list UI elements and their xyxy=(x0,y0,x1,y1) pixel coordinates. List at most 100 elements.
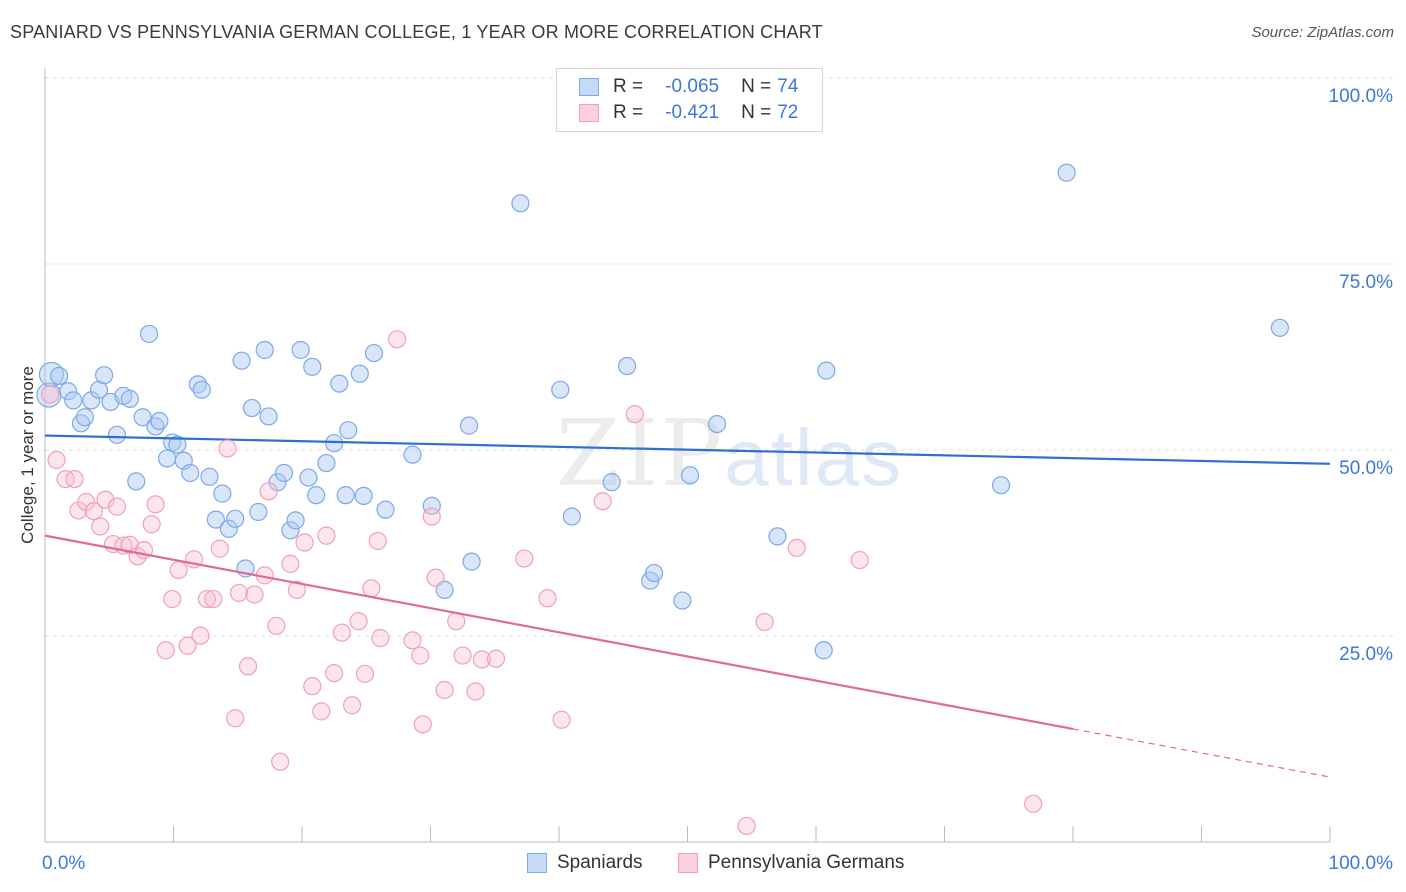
pennsylvania-germans-point xyxy=(91,517,110,536)
spaniards-point xyxy=(206,510,226,529)
spaniards-point xyxy=(307,486,326,505)
pennsylvania-germans-point xyxy=(229,583,249,603)
pennsylvania-germans-point xyxy=(362,579,381,598)
legend-swatch-pennsylvania-germans xyxy=(579,104,599,122)
pennsylvania-germans-point xyxy=(387,330,407,349)
pennsylvania-germans-point xyxy=(593,492,612,511)
spaniards-point xyxy=(299,468,318,487)
pennsylvania-germans-point xyxy=(238,657,258,676)
pennsylvania-germans-point xyxy=(295,533,314,552)
spaniards-point xyxy=(511,194,530,213)
spaniards-point xyxy=(562,507,581,526)
spaniards-point xyxy=(232,351,251,370)
pennsylvania-germans-point xyxy=(218,439,237,458)
spaniards-point xyxy=(192,380,211,399)
spaniards-point xyxy=(249,502,268,522)
legend-swatch-spaniards xyxy=(527,853,547,873)
pennsylvania-germans-point xyxy=(287,580,306,599)
pennsylvania-germans-point xyxy=(368,531,387,551)
spaniards-point xyxy=(817,361,836,380)
pennsylvania-germans-point xyxy=(349,612,368,631)
x-tick-label: 0.0% xyxy=(42,853,85,874)
pennsylvania-germans-point xyxy=(317,526,336,545)
pennsylvania-germans-point xyxy=(65,470,84,489)
spaniards-point xyxy=(673,591,692,610)
spaniards-point xyxy=(255,340,274,360)
pennsylvania-germans-point xyxy=(472,650,491,669)
spaniards-point xyxy=(291,340,310,360)
chart-title: SPANIARD VS PENNSYLVANIA GERMAN COLLEGE,… xyxy=(10,22,823,42)
spaniards-point xyxy=(303,357,322,376)
spaniards-point xyxy=(59,382,78,401)
legend-item-pennsylvania-germans: Pennsylvania Germans xyxy=(678,852,904,874)
spaniards-point xyxy=(317,453,336,473)
spaniards-point xyxy=(336,486,355,505)
pennsylvania-germans-point xyxy=(1024,794,1043,813)
pennsylvania-germans-point xyxy=(281,554,300,574)
spaniards-point xyxy=(219,519,238,538)
pennsylvania-germans-trend-extension xyxy=(1072,728,1331,778)
pennsylvania-germans-point xyxy=(486,649,506,668)
y-tick-label: 75.0% xyxy=(1339,272,1393,293)
legend-r-value: -0.421 xyxy=(665,102,720,123)
pennsylvania-germans-point xyxy=(755,612,774,632)
pennsylvania-germans-point xyxy=(156,641,175,660)
pennsylvania-germans-point xyxy=(552,710,571,729)
pennsylvania-germans-point xyxy=(325,664,344,683)
pennsylvania-germans-point xyxy=(47,450,66,470)
pennsylvania-germans-point xyxy=(343,696,362,715)
pennsylvania-germans-point xyxy=(226,709,245,728)
pennsylvania-germans-point xyxy=(77,492,96,512)
spaniards-point xyxy=(602,473,621,492)
spaniards-point xyxy=(50,366,69,386)
spaniards-point xyxy=(1270,318,1289,337)
pennsylvania-germans-point xyxy=(163,589,182,609)
pennsylvania-germans-point xyxy=(169,560,188,580)
pennsylvania-germans-point xyxy=(191,626,210,645)
pennsylvania-germans-point xyxy=(96,490,115,509)
spaniards-point xyxy=(339,421,358,440)
pennsylvania-germans-point xyxy=(466,682,485,701)
spaniards-point xyxy=(462,552,481,571)
spaniards-point xyxy=(150,411,169,431)
legend-item-spaniards: Spaniards xyxy=(527,852,643,874)
pennsylvania-germans-point xyxy=(84,502,103,521)
spaniards-point xyxy=(200,467,219,486)
spaniards-point xyxy=(768,527,787,546)
spaniards-point xyxy=(376,500,395,519)
pennsylvania-germans-point xyxy=(204,589,223,609)
pennsylvania-germans-point xyxy=(267,616,286,635)
spaniards-point xyxy=(281,521,300,540)
pennsylvania-germans-point xyxy=(271,752,290,771)
pennsylvania-germans-point xyxy=(737,816,756,836)
pennsylvania-germans-point xyxy=(259,482,278,501)
y-tick-label: 100.0% xyxy=(1329,86,1394,107)
pennsylvania-germans-point xyxy=(435,680,454,700)
spaniards-point xyxy=(75,408,94,427)
legend-swatch-spaniards xyxy=(579,78,599,96)
pennsylvania-germans-point xyxy=(107,497,127,516)
spaniards-point xyxy=(168,435,187,454)
spaniards-point xyxy=(991,476,1011,495)
spaniards-point xyxy=(814,641,833,660)
pennsylvania-germans-point xyxy=(197,589,217,609)
series-legend: Spaniards Pennsylvania Germans xyxy=(0,852,1406,878)
pennsylvania-germans-point xyxy=(178,636,197,655)
spaniards-point xyxy=(325,434,344,453)
pennsylvania-germans-point xyxy=(245,585,264,604)
legend-r-value: -0.065 xyxy=(665,76,720,97)
pennsylvania-germans-point xyxy=(146,495,165,514)
spaniards-point xyxy=(274,463,294,483)
pennsylvania-germans-point xyxy=(411,646,430,665)
pennsylvania-germans-point xyxy=(850,550,869,570)
watermark-atlas: atlas xyxy=(724,413,904,502)
legend-n-value: 72 xyxy=(777,102,799,123)
spaniards-point xyxy=(364,343,384,363)
pennsylvania-germans-point xyxy=(447,612,466,631)
legend-label-pennsylvania-germans: Pennsylvania Germans xyxy=(708,852,905,873)
spaniards-point xyxy=(213,484,232,503)
pennsylvania-germans-point xyxy=(453,646,472,665)
pennsylvania-germans-trend-line xyxy=(44,534,1074,731)
pennsylvania-germans-point xyxy=(210,539,229,558)
